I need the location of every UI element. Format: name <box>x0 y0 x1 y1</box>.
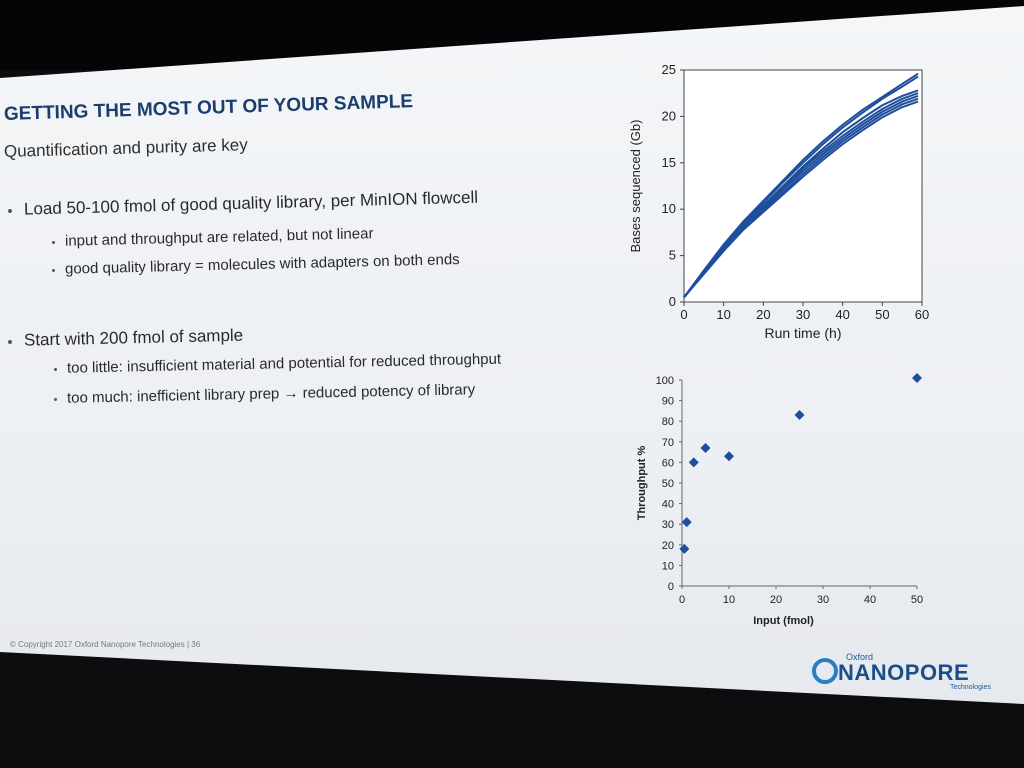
line-chart-y-tick-label: 20 <box>662 108 676 123</box>
scatter-y-tick-label: 30 <box>662 519 674 531</box>
scatter-y-tick-label: 80 <box>662 416 674 428</box>
line-chart-x-tick-label: 50 <box>875 307 889 322</box>
scatter-x-tick-label: 20 <box>770 594 782 606</box>
line-chart-x-axis-label: Run time (h) <box>764 325 841 341</box>
scatter-x-tick-label: 30 <box>817 594 829 606</box>
scatter-point-diamond <box>794 410 805 421</box>
line-chart-y-axis-label: Bases sequenced (Gb) <box>628 120 643 253</box>
scatter-y-tick-label: 0 <box>668 581 674 593</box>
scatter-y-tick-label: 90 <box>662 396 674 408</box>
scatter-x-tick-label: 40 <box>864 594 876 606</box>
scatter-x-tick-label: 50 <box>911 594 923 606</box>
scatter-x-axis-label: Input (fmol) <box>753 615 814 627</box>
scatter-y-axis-label: Throughput % <box>636 446 648 521</box>
scatter-y-tick-label: 100 <box>656 375 674 387</box>
scatter-y-tick-label: 50 <box>662 478 674 490</box>
line-chart-y-tick-label: 25 <box>662 62 676 77</box>
line-chart-x-tick-label: 20 <box>756 307 770 322</box>
scatter-x-tick-label: 0 <box>679 594 685 606</box>
line-chart-series-line <box>683 72 919 298</box>
scatter-point-diamond <box>681 517 692 528</box>
line-chart-x-tick-label: 10 <box>716 307 730 322</box>
line-chart-x-tick-label: 0 <box>680 307 687 322</box>
line-chart-series-line <box>683 100 919 299</box>
scatter-point-diamond <box>724 451 734 462</box>
scatter-y-tick-label: 60 <box>662 457 674 469</box>
line-chart-y-tick-label: 5 <box>669 248 676 263</box>
logo-oxford-text: Oxford <box>846 652 874 662</box>
scatter-point-diamond <box>912 372 922 383</box>
nanopore-logo: Oxford NANOPORE Technologies <box>812 652 1002 694</box>
scatter-point-diamond <box>700 442 711 453</box>
logo-nanopore-text: NANOPORE <box>838 660 970 685</box>
scatter-y-tick-label: 10 <box>662 560 674 572</box>
line-chart-y-tick-label: 0 <box>669 294 676 309</box>
footer-copyright: © Copyright 2017 Oxford Nanopore Technol… <box>10 640 201 649</box>
line-chart-y-tick-label: 10 <box>662 201 676 216</box>
logo-technologies-text: Technologies <box>950 684 991 691</box>
scatter-y-tick-label: 40 <box>662 499 674 511</box>
line-chart-x-tick-label: 40 <box>835 307 849 322</box>
scatter-point-diamond <box>688 457 699 468</box>
scatter-y-tick-label: 20 <box>662 540 674 552</box>
scatter-point-diamond <box>679 543 690 554</box>
line-chart-y-tick-label: 15 <box>662 155 676 170</box>
scatter-y-tick-label: 70 <box>662 437 674 449</box>
nanopore-logo-icon <box>812 658 838 684</box>
line-chart-x-tick-label: 60 <box>915 307 929 322</box>
line-chart-x-tick-label: 30 <box>796 307 810 322</box>
scatter-x-tick-label: 10 <box>723 594 735 606</box>
